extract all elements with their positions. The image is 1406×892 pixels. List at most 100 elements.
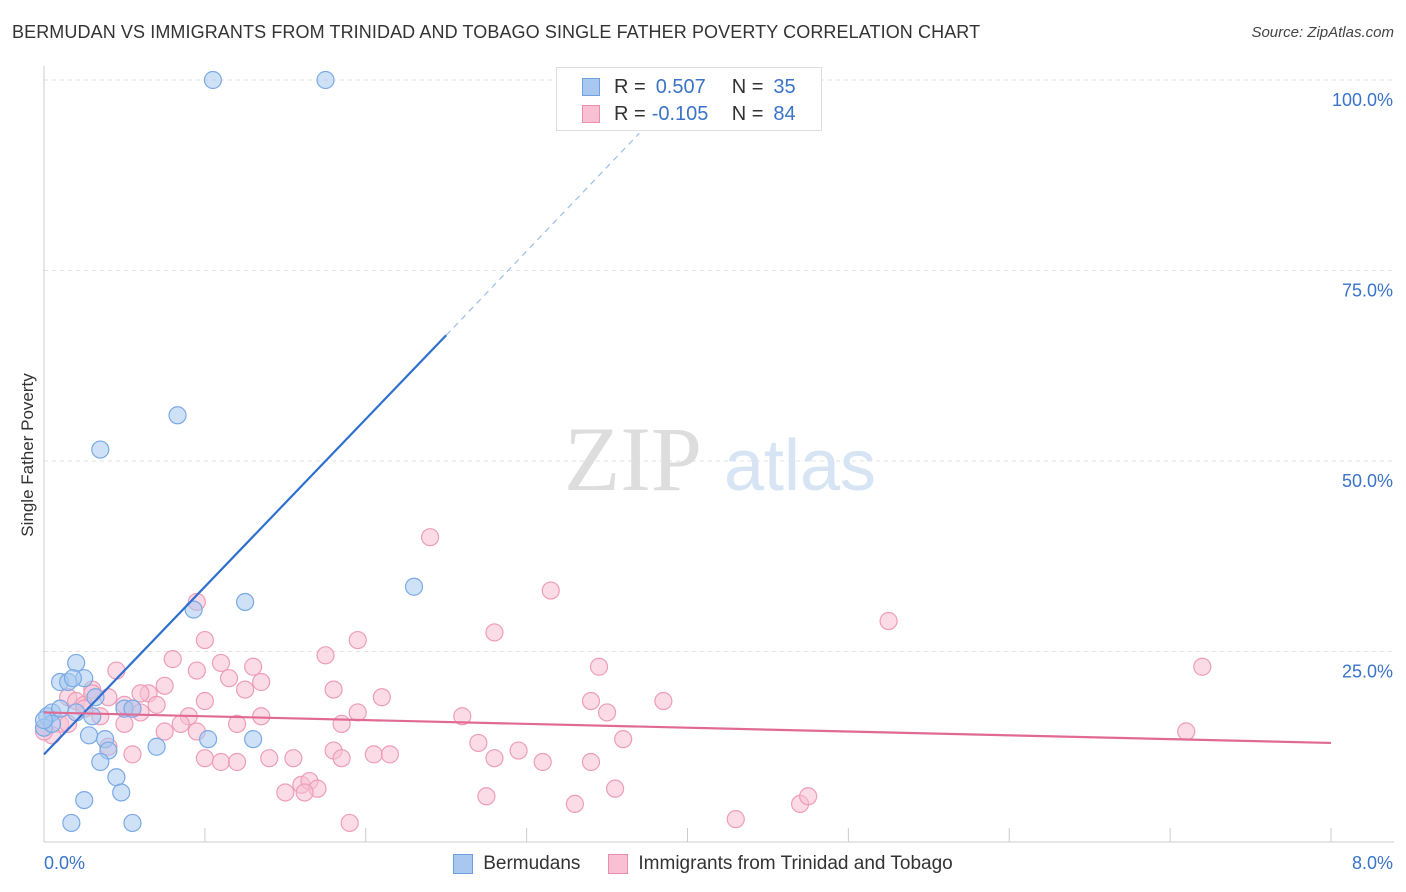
y-tick-label: 25.0% — [1342, 662, 1393, 682]
bermudan-point — [86, 688, 105, 707]
n-label: N = — [731, 75, 764, 98]
grid-lines — [44, 79, 1394, 652]
n-value: 35 — [773, 75, 796, 98]
trinidad-point — [211, 653, 231, 673]
bermudan-point — [123, 699, 142, 718]
trinidad-point — [260, 749, 279, 768]
trinidad-point — [235, 680, 255, 699]
bermudan-point — [79, 726, 99, 745]
trinidad-point — [364, 745, 383, 764]
chart-title: BERMUDAN VS IMMIGRANTS FROM TRINIDAD AND… — [12, 22, 981, 42]
stats-row-trinidad: R = -0.105 N = 84 — [582, 102, 796, 126]
trinidad-point — [123, 745, 142, 764]
trinidad-point — [485, 749, 504, 768]
trinidad-point — [509, 741, 528, 760]
trinidad-point — [332, 749, 351, 768]
trinidad-point — [477, 787, 496, 806]
trinidad-point — [581, 752, 601, 772]
bermudan-point — [107, 768, 126, 787]
trinidad-point — [606, 779, 625, 798]
trinidad-point — [1177, 722, 1196, 741]
trinidad-point — [155, 722, 174, 741]
bermudan-point — [316, 70, 335, 90]
swatch-trinidad — [582, 105, 600, 123]
trinidad-point — [252, 672, 271, 692]
trinidad-point — [348, 630, 367, 650]
bermudan-point — [123, 813, 142, 833]
trinidad-point — [131, 684, 150, 703]
bermudan-trend-line — [43, 334, 447, 756]
trinidad-trend-line — [43, 711, 1332, 745]
trinidad-point — [453, 707, 472, 726]
trinidad-point — [533, 752, 552, 772]
axes — [43, 66, 1394, 843]
data-points — [34, 70, 1212, 833]
bermudan-point — [67, 653, 86, 673]
bermudan-point — [168, 406, 187, 425]
trinidad-point — [195, 749, 214, 768]
trinidad-point — [340, 813, 359, 833]
bermudan-point — [184, 600, 203, 619]
stats-legend: R = 0.507 N = 35 R = -0.105 N = 84 — [556, 67, 822, 131]
bermudan-point — [91, 440, 110, 459]
trinidad-point — [726, 810, 745, 829]
bermudan-point — [63, 669, 83, 688]
trinidad-point — [332, 714, 351, 733]
trinidad-point — [163, 650, 182, 669]
n-value: 84 — [773, 102, 796, 125]
legend-label-bermudans: Bermudans — [483, 853, 581, 874]
x-tick-label-min: 0.0% — [44, 853, 85, 873]
trinidad-point — [380, 745, 399, 764]
trinidad-point — [1193, 657, 1212, 676]
bermudan-point — [147, 737, 166, 756]
trinidad-point — [107, 661, 126, 680]
trinidad-point — [324, 680, 343, 699]
trinidad-point — [147, 695, 166, 714]
trinidad-point — [115, 714, 134, 733]
swatch-bermudans — [582, 78, 600, 96]
bermudan-trend-extension — [445, 132, 640, 336]
trinidad-point — [252, 707, 271, 726]
stats-row-bermudans: R = 0.507 N = 35 — [582, 75, 796, 99]
trinidad-point — [316, 646, 335, 665]
trinidad-point — [187, 661, 206, 680]
trinidad-point — [597, 703, 617, 722]
trinidad-point — [227, 714, 247, 733]
trinidad-point — [879, 611, 898, 631]
y-tick-label: 50.0% — [1342, 471, 1393, 491]
r-value: -0.105 — [651, 102, 709, 125]
trinidad-point — [227, 752, 247, 772]
legend-item-trinidad[interactable]: Immigrants from Trinidad and Tobago — [608, 853, 953, 875]
source-label: Source: ZipAtlas.com — [1251, 24, 1394, 41]
r-value: 0.507 — [655, 75, 706, 98]
trinidad-point — [589, 657, 609, 676]
trinidad-point — [276, 783, 295, 802]
trinidad-point — [565, 794, 584, 814]
trinidad-point — [581, 691, 601, 711]
r-label: R = — [614, 75, 646, 98]
series-legend: Bermudans Immigrants from Trinidad and T… — [0, 852, 1406, 876]
bermudan-point — [91, 752, 110, 772]
trinidad-point — [541, 581, 560, 600]
trinidad-point — [195, 630, 214, 650]
legend-swatch-trinidad — [608, 854, 629, 874]
bermudan-point — [198, 730, 218, 749]
bermudan-point — [404, 577, 424, 596]
y-tick-label: 100.0% — [1332, 90, 1393, 110]
trinidad-point — [295, 783, 314, 802]
tick-labels: 25.0% 50.0% 75.0% 100.0% 0.0% 8.0% — [44, 90, 1393, 873]
trinidad-point — [244, 657, 263, 676]
trinidad-point — [284, 749, 303, 768]
watermark-atlas: atlas — [724, 426, 876, 506]
trinidad-point — [372, 688, 391, 707]
bermudan-point — [112, 783, 131, 802]
y-tick-label: 75.0% — [1342, 281, 1393, 301]
legend-item-bermudans[interactable]: Bermudans — [453, 853, 580, 875]
trinidad-point — [485, 623, 504, 642]
legend-swatch-bermudans — [453, 854, 474, 874]
trinidad-point — [348, 703, 367, 722]
watermark-zip: ZIP — [564, 408, 702, 510]
trinidad-point — [614, 730, 633, 749]
trend-lines — [43, 132, 1332, 756]
